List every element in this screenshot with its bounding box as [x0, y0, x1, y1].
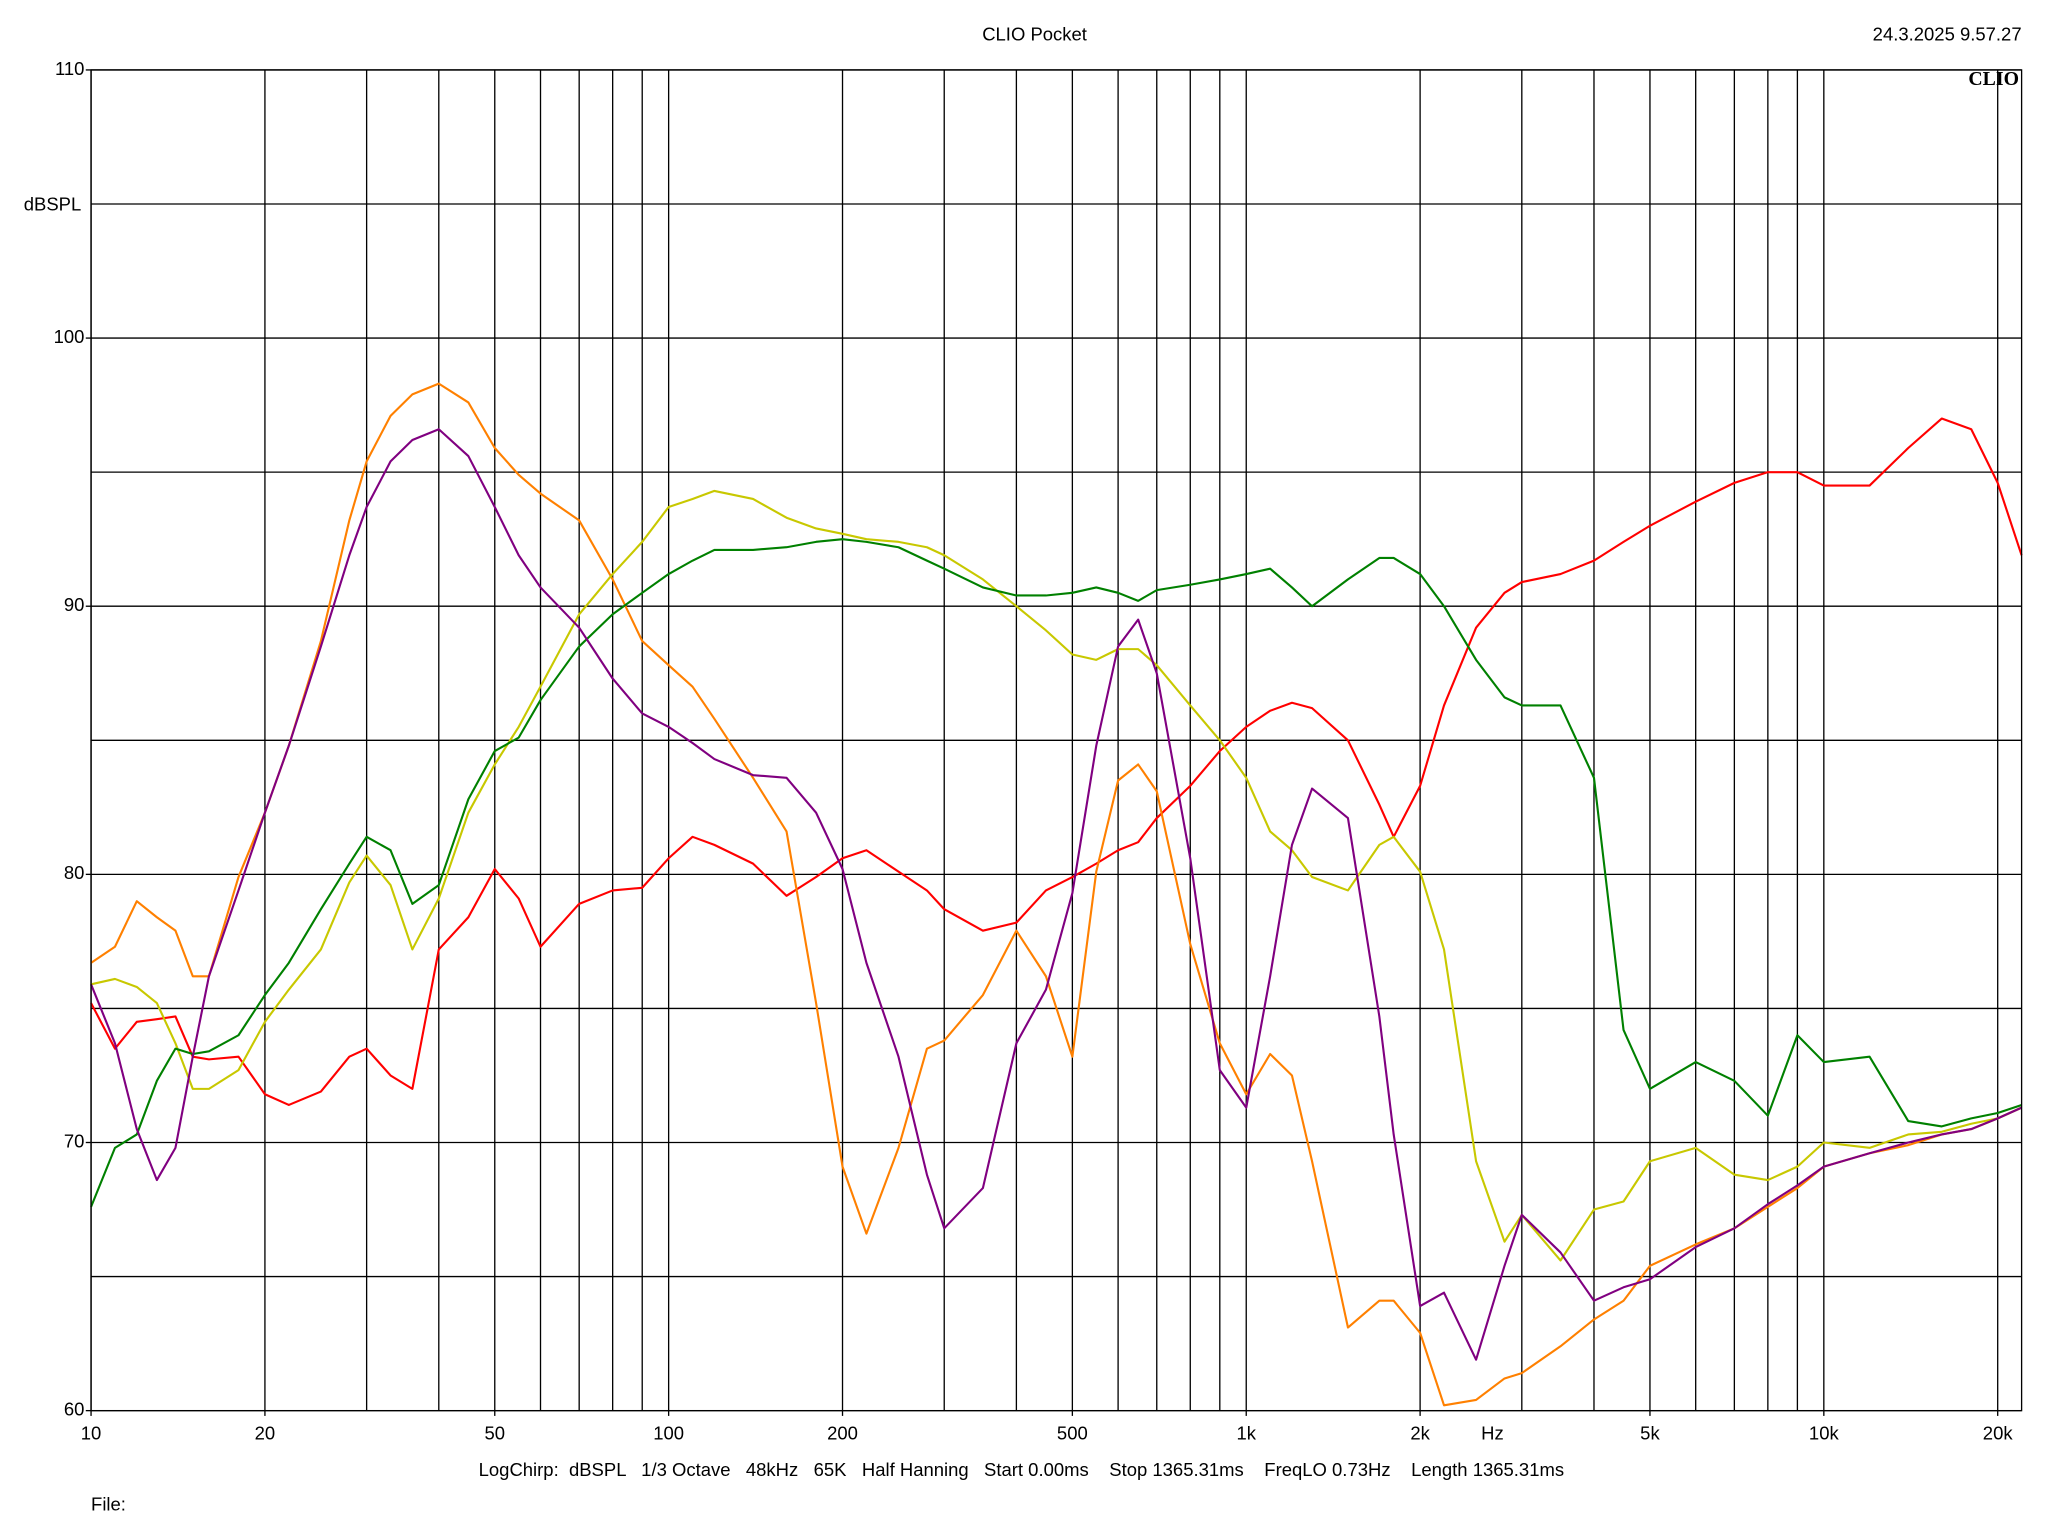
plot-frame	[90, 69, 2023, 1412]
x-tick-label: 20k	[1983, 1422, 2014, 1443]
x-tick-label: 10	[81, 1422, 102, 1443]
measurement-info: LogChirp: dBSPL 1/3 Octave 48kHz 65K Hal…	[479, 1459, 1564, 1480]
x-tick-label: 20	[255, 1422, 276, 1443]
y-tick-label: 90	[64, 594, 85, 615]
x-tick-label: 500	[1057, 1422, 1088, 1443]
x-tick-label: 200	[827, 1422, 858, 1443]
x-tick-label: 5k	[1640, 1422, 1660, 1443]
y-tick-label: 100	[54, 326, 85, 347]
y-axis-label: dBSPL	[24, 194, 82, 215]
y-tick-label: 80	[64, 862, 85, 883]
chart-title: CLIO Pocket	[982, 24, 1087, 45]
plot-area	[90, 382, 2023, 1407]
file-label: File:	[91, 1494, 126, 1515]
series-line	[90, 538, 2022, 1208]
series-line	[90, 382, 2023, 1407]
logo: CLIO	[1968, 68, 2019, 90]
x-tick-label: 2k	[1410, 1422, 1430, 1443]
x-tick-label: 50	[484, 1422, 505, 1443]
y-tick-label: 60	[64, 1399, 85, 1420]
timestamp: 24.3.2025 9.57.27	[1873, 24, 2022, 45]
y-tick-label: 70	[64, 1130, 85, 1151]
x-axis-label: Hz	[1481, 1422, 1504, 1443]
series-line	[90, 428, 2023, 1361]
series-line	[90, 417, 2023, 1107]
x-tick-label: 100	[653, 1422, 684, 1443]
y-tick-label: 110	[55, 58, 84, 79]
x-tick-label: 1k	[1236, 1422, 1256, 1443]
series-line	[90, 489, 2023, 1262]
x-tick-label: 10k	[1809, 1422, 1840, 1443]
